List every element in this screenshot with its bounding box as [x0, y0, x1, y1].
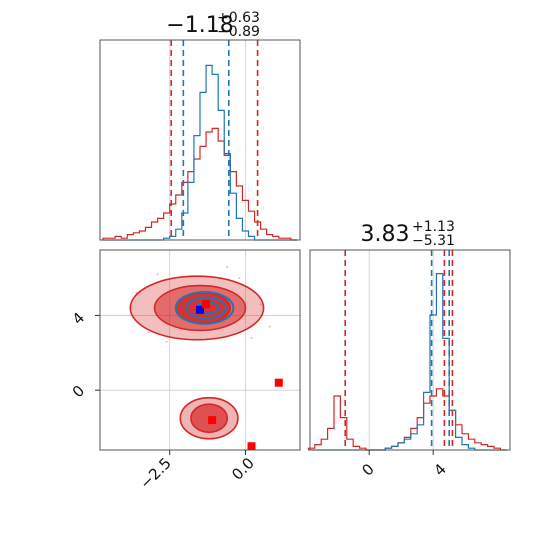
sample-point: [259, 303, 262, 306]
marker-series_b: [274, 378, 283, 387]
x-tick-label: 4: [430, 460, 449, 479]
sample-point: [129, 314, 132, 317]
sample-point: [268, 325, 271, 328]
panel-frame: [309, 249, 511, 451]
histogram-series-b: [102, 127, 297, 241]
sample-point: [226, 265, 229, 268]
x-tick-label: 0: [358, 460, 377, 479]
y-tick-label: 4: [69, 309, 88, 328]
marker-series_a: [196, 305, 204, 314]
marker-series_b: [202, 300, 211, 309]
histogram-series-a: [308, 273, 507, 451]
joint-density-panel: [99, 249, 301, 451]
param-1-title-sub: −0.89: [217, 24, 260, 40]
sample-point: [156, 273, 159, 276]
contour-series-a: [174, 291, 235, 325]
y-tick-label: 0: [69, 382, 88, 401]
sample-point: [250, 336, 253, 339]
param-2-title-sup: +1.13: [412, 219, 455, 235]
marker-series_b: [247, 442, 256, 451]
param-2-title-sub: −5.31: [412, 233, 455, 249]
histogram-param-2-panel: [307, 249, 511, 451]
histogram-param-1-panel: [99, 39, 301, 241]
param-1-title: −1.18: [166, 13, 233, 38]
tick-marks: [95, 314, 434, 455]
panel-frame: [99, 39, 301, 241]
sample-point: [238, 277, 241, 280]
sample-point: [147, 331, 150, 334]
y-axis-2d-tick-labels: 4 0: [69, 309, 88, 401]
param-1-title-main: −1.18: [166, 13, 233, 38]
panel-frame: [99, 249, 301, 451]
x-axis-param-1-tick-labels: −2.5 0.0: [136, 454, 257, 492]
param-1-title-sup: +0.63: [217, 10, 260, 26]
histogram-series-b: [307, 388, 507, 451]
sample-point: [165, 340, 168, 343]
param-2-title-main: 3.83: [361, 222, 410, 247]
marker-series_b: [208, 416, 217, 425]
contour-series-a: [185, 296, 227, 320]
x-tick-label: 0.0: [228, 454, 258, 484]
x-axis-param-2-tick-labels: 0 4: [358, 460, 449, 479]
x-tick-label: −2.5: [136, 454, 174, 492]
